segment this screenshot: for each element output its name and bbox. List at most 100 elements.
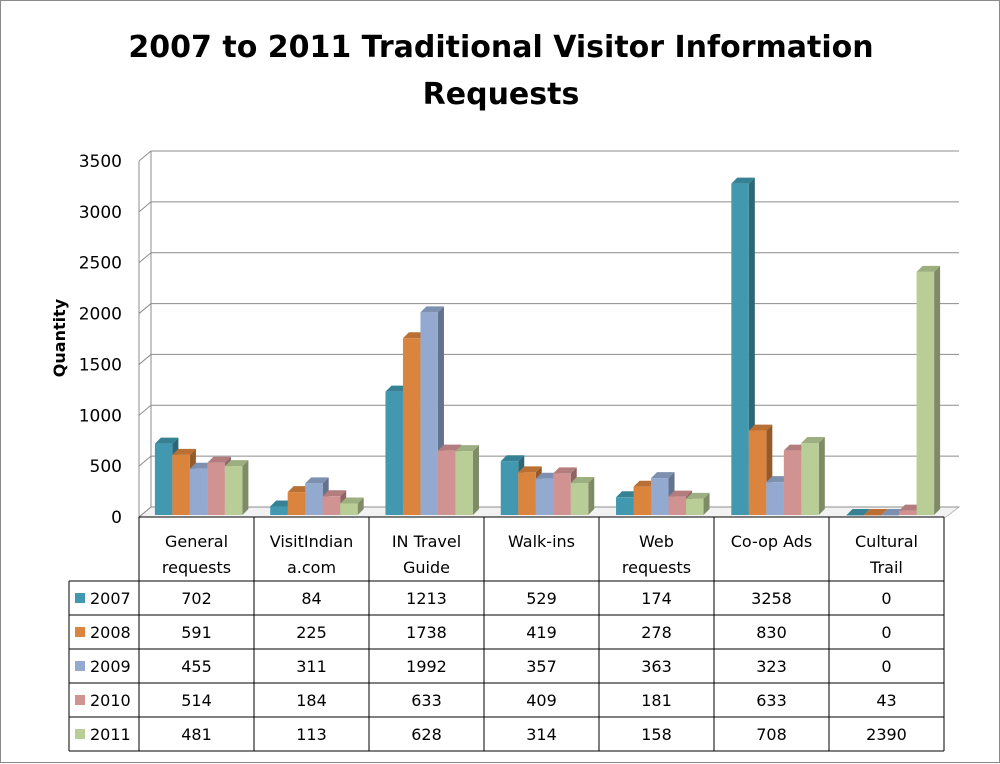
table-cell: 455: [181, 657, 212, 676]
bar-front: [899, 510, 917, 515]
table-cell: 363: [641, 657, 672, 676]
table-cell: 628: [411, 725, 442, 744]
legend-swatch: [75, 627, 85, 637]
y-tick-label: 1000: [79, 406, 122, 426]
table-cell: 529: [526, 589, 557, 608]
table-cell: 702: [181, 589, 212, 608]
gridlines: [138, 150, 959, 518]
table-cell: 158: [641, 725, 672, 744]
bar-top: [305, 477, 329, 484]
category-label: General: [165, 532, 228, 551]
bar-side: [357, 497, 364, 515]
bar-front: [500, 461, 519, 515]
bar-front: [616, 497, 634, 515]
y-tick-label: 3500: [79, 152, 122, 172]
gridline-diagonal: [138, 303, 152, 314]
bar: [420, 306, 444, 515]
table-cell: 633: [411, 691, 442, 710]
legend-label: 2011: [90, 725, 131, 744]
y-axis-label: Quantity: [50, 298, 69, 377]
bar-top: [518, 466, 542, 473]
bar-front: [154, 443, 173, 515]
bar: [864, 509, 888, 516]
category-label: Walk-ins: [508, 532, 575, 551]
bar-front: [731, 183, 749, 515]
bar-side: [934, 265, 941, 515]
bar-top: [455, 445, 479, 452]
legend-label: 2008: [90, 623, 131, 642]
gridline-diagonal: [138, 506, 152, 518]
bar-front: [437, 450, 456, 515]
bar-front: [651, 478, 669, 515]
table-cell: 0: [881, 657, 891, 676]
legend-label: 2009: [90, 657, 131, 676]
bar-top: [668, 490, 693, 497]
bar-front: [916, 271, 935, 515]
category-label: Web: [639, 532, 674, 551]
y-tick-label: 2000: [79, 305, 122, 325]
gridline-diagonal: [138, 201, 152, 213]
table-cell: 0: [881, 623, 891, 642]
table-cell: 3258: [751, 589, 792, 608]
gridline-diagonal: [138, 150, 152, 162]
bar-top: [916, 265, 941, 272]
table-cell: 830: [756, 623, 787, 642]
category-label: a.com: [287, 558, 336, 577]
legend-label: 2010: [90, 691, 131, 710]
bar-front: [420, 312, 438, 515]
table-cell: 514: [181, 691, 212, 710]
bar-top: [748, 424, 773, 431]
bar-front: [455, 451, 473, 515]
bar-front: [287, 492, 306, 515]
bar: [801, 436, 825, 515]
category-label: IN Travel: [392, 532, 461, 551]
bar-front: [881, 515, 900, 516]
bar-front: [189, 468, 208, 515]
table-cell: 323: [756, 657, 787, 676]
bar-top: [651, 472, 675, 479]
category-label: Co-op Ads: [731, 532, 813, 551]
y-tick-label: 0: [111, 508, 122, 528]
data-table: General requests VisitIndian a.com IN Travel…: [68, 516, 945, 752]
bar-top: [801, 436, 825, 443]
bar: [686, 492, 710, 515]
bar: [340, 497, 364, 515]
legend-label: 2007: [90, 589, 131, 608]
category-label: Guide: [403, 558, 450, 577]
bar: [455, 445, 479, 515]
plot-walls: [137, 151, 961, 518]
y-tick-label: 500: [90, 457, 122, 477]
bar-front: [846, 515, 865, 516]
table-cell: 184: [296, 691, 327, 710]
bar-top: [570, 477, 595, 484]
bar-front: [535, 478, 554, 515]
bar-top: [500, 455, 525, 462]
bar-top: [322, 490, 347, 497]
chart-title: 2007 to 2011 Traditional Visitor Informa…: [128, 30, 873, 65]
bar-front: [553, 473, 571, 515]
y-tick-label: 2500: [79, 254, 122, 274]
gridline-diagonal: [138, 404, 152, 416]
bar-top: [864, 509, 888, 515]
bar-front: [172, 454, 190, 515]
bar-front: [766, 482, 784, 515]
bar-front: [633, 486, 652, 515]
bar-top: [846, 509, 871, 515]
table-cell: 181: [641, 691, 672, 710]
bar: [846, 509, 871, 516]
bar-front: [402, 338, 421, 515]
bar-top: [553, 467, 577, 474]
bar-front: [748, 430, 767, 515]
table-cell: 0: [881, 589, 891, 608]
table-cell: 278: [641, 623, 672, 642]
bar-side: [588, 477, 595, 515]
bar-top: [437, 444, 462, 451]
bar-side: [818, 436, 825, 515]
bar-front: [340, 503, 358, 515]
category-label: requests: [162, 558, 231, 577]
category-label: Cultural: [855, 532, 918, 551]
bar-front: [207, 462, 225, 515]
bar-top: [686, 492, 710, 499]
